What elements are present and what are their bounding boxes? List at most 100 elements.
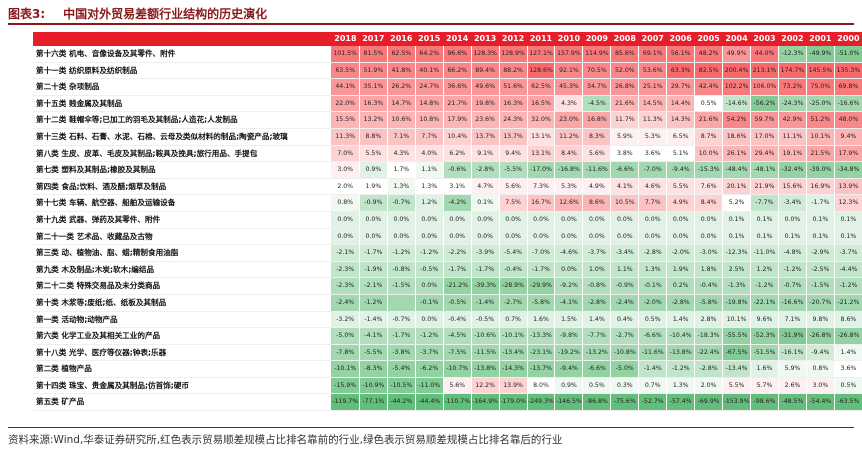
year-header: 2009 xyxy=(582,32,611,46)
value-cell: -11.0% xyxy=(415,377,444,395)
value-cell: 0.8% xyxy=(331,194,360,212)
value-cell: 41.8% xyxy=(387,62,416,80)
value-cell: -0.9% xyxy=(610,277,640,295)
value-cell: -1.9% xyxy=(359,261,388,279)
value-cell: -32.4% xyxy=(778,161,807,179)
value-cell: 66.2% xyxy=(443,62,472,80)
value-cell: 3.0% xyxy=(806,377,835,395)
value-cell: -4.5% xyxy=(443,327,472,345)
value-cell: 13.1% xyxy=(527,128,556,146)
value-cell: 10.8% xyxy=(415,111,444,129)
value-cell: 51.2% xyxy=(806,111,835,129)
value-cell: -34.8% xyxy=(834,161,862,179)
value-cell: 0.0% xyxy=(415,311,444,329)
value-cell: 16.3% xyxy=(499,95,528,113)
value-cell: 0.7% xyxy=(638,377,668,395)
value-cell: 49.9% xyxy=(722,46,752,63)
table-row: 第二类 植物产品 -10.1% -8.3% -5.4% -6.2% -10.7% -13.8… xyxy=(33,360,862,378)
value-cell: 5.7% xyxy=(750,377,779,395)
year-header: 2012 xyxy=(499,32,528,46)
value-cell: 85.6% xyxy=(610,46,640,63)
value-cell: 7.3% xyxy=(527,178,556,196)
value-cell: 62.5% xyxy=(527,78,556,96)
value-cell: -1.2% xyxy=(750,277,779,295)
value-cell: 0.5% xyxy=(638,311,668,329)
value-cell: -1.7% xyxy=(527,261,556,279)
value-cell: 135.3% xyxy=(834,62,862,80)
value-cell: 1.5% xyxy=(554,311,584,329)
value-cell: -0.6% xyxy=(443,161,472,179)
value-cell: 1.8% xyxy=(694,261,724,279)
row-label: 第二十一类 艺术品、收藏品及古物 xyxy=(33,228,332,246)
value-cell: 7.6% xyxy=(694,178,724,196)
source-note: 资料来源:Wind,华泰证券研究所,红色表示贸易顺差规模占比排名靠前的行业,绿色… xyxy=(8,434,563,446)
value-cell: 26.2% xyxy=(387,78,416,96)
value-cell: 20.1% xyxy=(722,178,752,196)
value-cell: 15.5% xyxy=(331,111,360,129)
value-cell: 0.0% xyxy=(666,228,696,246)
table-row: 第十三类 石料、石膏、水泥、石棉、云母及类似材料的制品;陶瓷产品;玻璃 11.3%… xyxy=(33,128,862,146)
table-header-row: 2018 2017 2016 2015 2014 2013 2012 2011 2010 2009… xyxy=(33,32,862,46)
table-row: 第二十二类 特殊交易品及未分类商品 -2.3% -2.1% -1.5% 0.0% -21.… xyxy=(33,277,862,295)
value-cell: 42.4% xyxy=(694,78,724,96)
value-cell: 4.0% xyxy=(415,145,444,163)
value-cell: 7.7% xyxy=(415,128,444,146)
value-cell: -26.8% xyxy=(834,327,862,345)
value-cell: 8.4% xyxy=(694,194,724,212)
value-cell: 3.1% xyxy=(443,178,472,196)
value-cell: -11.6% xyxy=(638,344,668,362)
value-cell: -2.8% xyxy=(471,161,500,179)
value-cell: -153.9% xyxy=(722,393,752,412)
value-cell: -10.9% xyxy=(359,377,388,395)
value-cell: 14.8% xyxy=(415,95,444,113)
value-cell: 0.3% xyxy=(610,377,640,395)
value-cell: 5.3% xyxy=(554,178,584,196)
value-cell: 16.9% xyxy=(806,178,835,196)
value-cell: 4.1% xyxy=(610,178,640,196)
value-cell: 9.1% xyxy=(471,145,500,163)
year-header: 2004 xyxy=(722,32,751,46)
value-cell: -1.2% xyxy=(778,261,807,279)
value-cell: 21.7% xyxy=(443,95,472,113)
value-cell: 1.3% xyxy=(415,178,444,196)
value-cell: 114.9% xyxy=(582,46,612,63)
value-cell: 29.7% xyxy=(666,78,696,96)
value-cell: -1.7% xyxy=(443,261,472,279)
value-cell: 157.9% xyxy=(554,46,584,63)
value-cell: 128.3% xyxy=(471,46,500,63)
value-cell: 1.2% xyxy=(750,261,779,279)
row-label: 第二十类 杂项制品 xyxy=(33,78,332,96)
year-header: 2016 xyxy=(387,32,416,46)
value-cell: -13.4% xyxy=(499,344,528,362)
value-cell: 0.0% xyxy=(471,211,500,229)
value-cell: -12.3% xyxy=(722,244,752,262)
value-cell: -5.5% xyxy=(359,344,388,362)
value-cell: 19.1% xyxy=(778,145,807,163)
value-cell: 34.7% xyxy=(582,78,612,96)
value-cell: 145.5% xyxy=(806,62,835,80)
value-cell: -18.3% xyxy=(694,327,724,345)
value-cell: -10.1% xyxy=(331,360,360,378)
value-cell: 53.6% xyxy=(638,62,668,80)
value-cell: 0.9% xyxy=(359,161,388,179)
value-cell: 5.6% xyxy=(499,178,528,196)
value-cell: -4.4% xyxy=(834,261,862,279)
row-label: 第七类 塑料及其制品;橡胶及其制品 xyxy=(33,161,332,179)
value-cell: -1.7% xyxy=(471,261,500,279)
value-cell: 128.9% xyxy=(499,46,528,63)
value-cell: 19.8% xyxy=(471,95,500,113)
value-cell: -11.0% xyxy=(750,244,779,262)
value-cell: -2.2% xyxy=(443,244,472,262)
value-cell: 5.5% xyxy=(359,145,388,163)
table-row: 第十五类 贱金属及其制品 22.0% 16.3% 14.7% 14.8% 21.7% 19.… xyxy=(33,95,862,113)
value-cell: 9.8% xyxy=(806,311,835,329)
value-cell: -2.8% xyxy=(666,294,696,312)
value-cell: -51.5% xyxy=(750,344,779,362)
value-cell: -4.6% xyxy=(554,244,584,262)
value-cell: 10.6% xyxy=(387,111,416,129)
value-cell: 102.2% xyxy=(722,78,752,96)
value-cell: -0.8% xyxy=(387,261,416,279)
value-cell: -14.3% xyxy=(499,360,528,378)
value-cell: 0.0% xyxy=(527,211,556,229)
value-cell: -164.9% xyxy=(471,393,500,412)
